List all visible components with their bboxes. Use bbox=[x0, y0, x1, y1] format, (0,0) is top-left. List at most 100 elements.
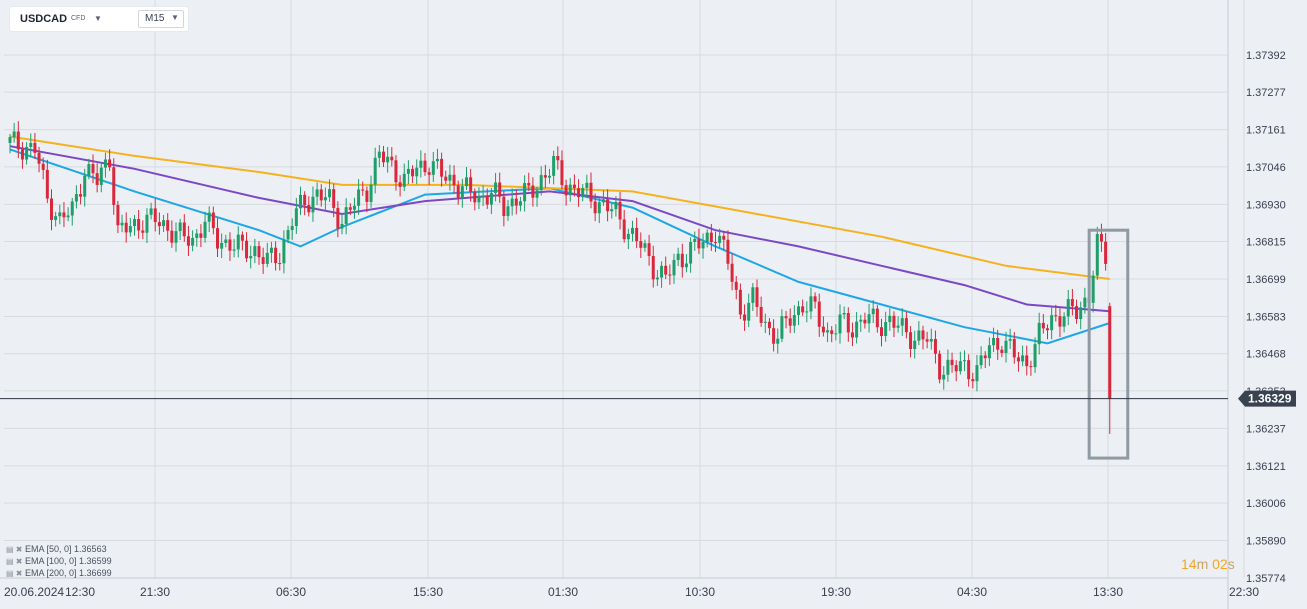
candle-down bbox=[245, 240, 249, 259]
candle-up bbox=[66, 215, 70, 218]
candle-down bbox=[950, 359, 954, 366]
ema-200-line bbox=[9, 135, 1110, 280]
x-tick-label: 13:30 bbox=[1093, 585, 1123, 599]
candle-down bbox=[1058, 316, 1062, 327]
candle-up bbox=[224, 239, 228, 243]
candle-up bbox=[963, 360, 966, 362]
candle-up bbox=[352, 205, 356, 210]
close-icon[interactable]: ✖ bbox=[13, 569, 23, 578]
close-icon[interactable]: ✖ bbox=[13, 557, 23, 566]
x-tick-label: 01:30 bbox=[548, 585, 578, 599]
candle-down bbox=[199, 233, 203, 238]
candle-up bbox=[149, 208, 153, 215]
candle-down bbox=[892, 315, 896, 328]
candle-up bbox=[145, 214, 149, 233]
candle-down bbox=[639, 241, 643, 248]
candle-up bbox=[74, 194, 78, 202]
candle-up bbox=[655, 277, 659, 280]
candle-up bbox=[614, 201, 618, 210]
candle-down bbox=[95, 173, 99, 185]
y-tick-label: 1.36121 bbox=[1246, 461, 1286, 473]
candle-down bbox=[772, 328, 776, 344]
candle-up bbox=[220, 242, 224, 249]
candle-down bbox=[925, 339, 929, 342]
candle-down bbox=[41, 163, 45, 170]
candle-up bbox=[975, 365, 979, 382]
chevron-down-icon[interactable]: ▼ bbox=[94, 14, 102, 23]
settings-icon[interactable]: ▤ bbox=[6, 569, 14, 578]
candle-down bbox=[618, 201, 622, 220]
candle-up bbox=[676, 253, 680, 261]
candle-up bbox=[929, 338, 933, 342]
symbol-selector[interactable]: USDCAD bbox=[20, 13, 68, 25]
candle-up bbox=[290, 226, 294, 231]
y-tick-label: 1.36815 bbox=[1246, 237, 1286, 249]
candle-down bbox=[788, 318, 792, 326]
legend-label: EMA [50, 0] 1.36563 bbox=[25, 544, 107, 554]
candle-up bbox=[535, 190, 539, 198]
candle-up bbox=[1050, 315, 1054, 331]
x-tick-label: 12:30 bbox=[65, 585, 95, 599]
candle-up bbox=[987, 345, 991, 359]
timeframe-selector[interactable]: M15 ▼ bbox=[138, 10, 184, 28]
candle-up bbox=[54, 216, 58, 220]
candle-down bbox=[91, 164, 95, 174]
candle-up bbox=[406, 168, 410, 174]
legend-item-ema100[interactable]: ▤ ✖ EMA [100, 0] 1.36599 bbox=[6, 555, 112, 567]
candle-down bbox=[726, 239, 730, 264]
candle-up bbox=[631, 227, 634, 234]
candle-up bbox=[269, 247, 273, 253]
candle-down bbox=[398, 182, 402, 187]
legend-item-ema50[interactable]: ▤ ✖ EMA [50, 0] 1.36563 bbox=[6, 543, 112, 555]
candle-down bbox=[1012, 338, 1016, 358]
candle-down bbox=[257, 246, 261, 258]
candle-up bbox=[191, 237, 195, 246]
candle-down bbox=[1075, 306, 1079, 319]
candle-up bbox=[1066, 299, 1070, 317]
y-tick-label: 1.35774 bbox=[1246, 573, 1286, 585]
candle-down bbox=[714, 242, 717, 244]
candle-up bbox=[838, 314, 842, 334]
chart-toolbar: USDCAD CFD ▼ M15 ▼ bbox=[10, 7, 188, 31]
candle-up bbox=[585, 182, 589, 188]
candle-up bbox=[581, 187, 585, 198]
candle-up bbox=[884, 322, 888, 337]
candle-down bbox=[734, 281, 738, 290]
candle-up bbox=[871, 308, 875, 315]
settings-icon[interactable]: ▤ bbox=[6, 545, 14, 554]
candle-down bbox=[664, 265, 668, 275]
candle-down bbox=[37, 152, 41, 164]
close-icon[interactable]: ✖ bbox=[13, 545, 23, 554]
candle-down bbox=[651, 255, 655, 280]
candle-up bbox=[344, 207, 348, 224]
candle-down bbox=[606, 199, 610, 212]
candle-down bbox=[170, 230, 174, 243]
candle-up bbox=[610, 209, 614, 212]
candle-up bbox=[133, 219, 136, 227]
candle-up bbox=[12, 131, 16, 138]
candle-down bbox=[784, 316, 788, 319]
candle-up bbox=[328, 189, 332, 198]
candle-up bbox=[207, 212, 211, 222]
candle-down bbox=[589, 182, 593, 202]
candle-down bbox=[635, 227, 639, 242]
settings-icon[interactable]: ▤ bbox=[6, 557, 14, 566]
candle-down bbox=[332, 189, 336, 208]
candle-up bbox=[805, 311, 809, 313]
candle-down bbox=[938, 353, 942, 380]
candle-up bbox=[1091, 275, 1095, 303]
candle-up bbox=[992, 337, 996, 346]
candle-down bbox=[668, 274, 672, 276]
candle-up bbox=[253, 246, 257, 257]
candle-down bbox=[1046, 328, 1049, 331]
legend-item-ema200[interactable]: ▤ ✖ EMA [200, 0] 1.36699 bbox=[6, 567, 112, 579]
candle-up bbox=[481, 195, 485, 197]
candle-up bbox=[1083, 297, 1087, 308]
candle-down bbox=[921, 330, 925, 340]
candle-down bbox=[680, 253, 684, 268]
legend-label: EMA [200, 0] 1.36699 bbox=[25, 568, 112, 578]
candle-up bbox=[826, 330, 830, 333]
candle-up bbox=[315, 189, 319, 197]
